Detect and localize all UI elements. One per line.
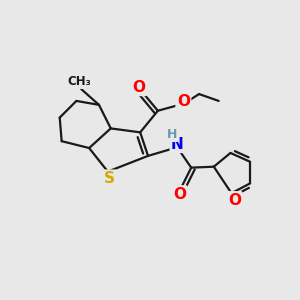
Text: O: O: [177, 94, 190, 110]
Text: S: S: [104, 171, 115, 186]
Text: H: H: [167, 128, 177, 141]
Text: O: O: [173, 187, 186, 202]
Text: O: O: [133, 80, 146, 95]
Text: CH₃: CH₃: [68, 75, 91, 88]
Text: O: O: [228, 193, 241, 208]
Text: N: N: [171, 136, 184, 152]
